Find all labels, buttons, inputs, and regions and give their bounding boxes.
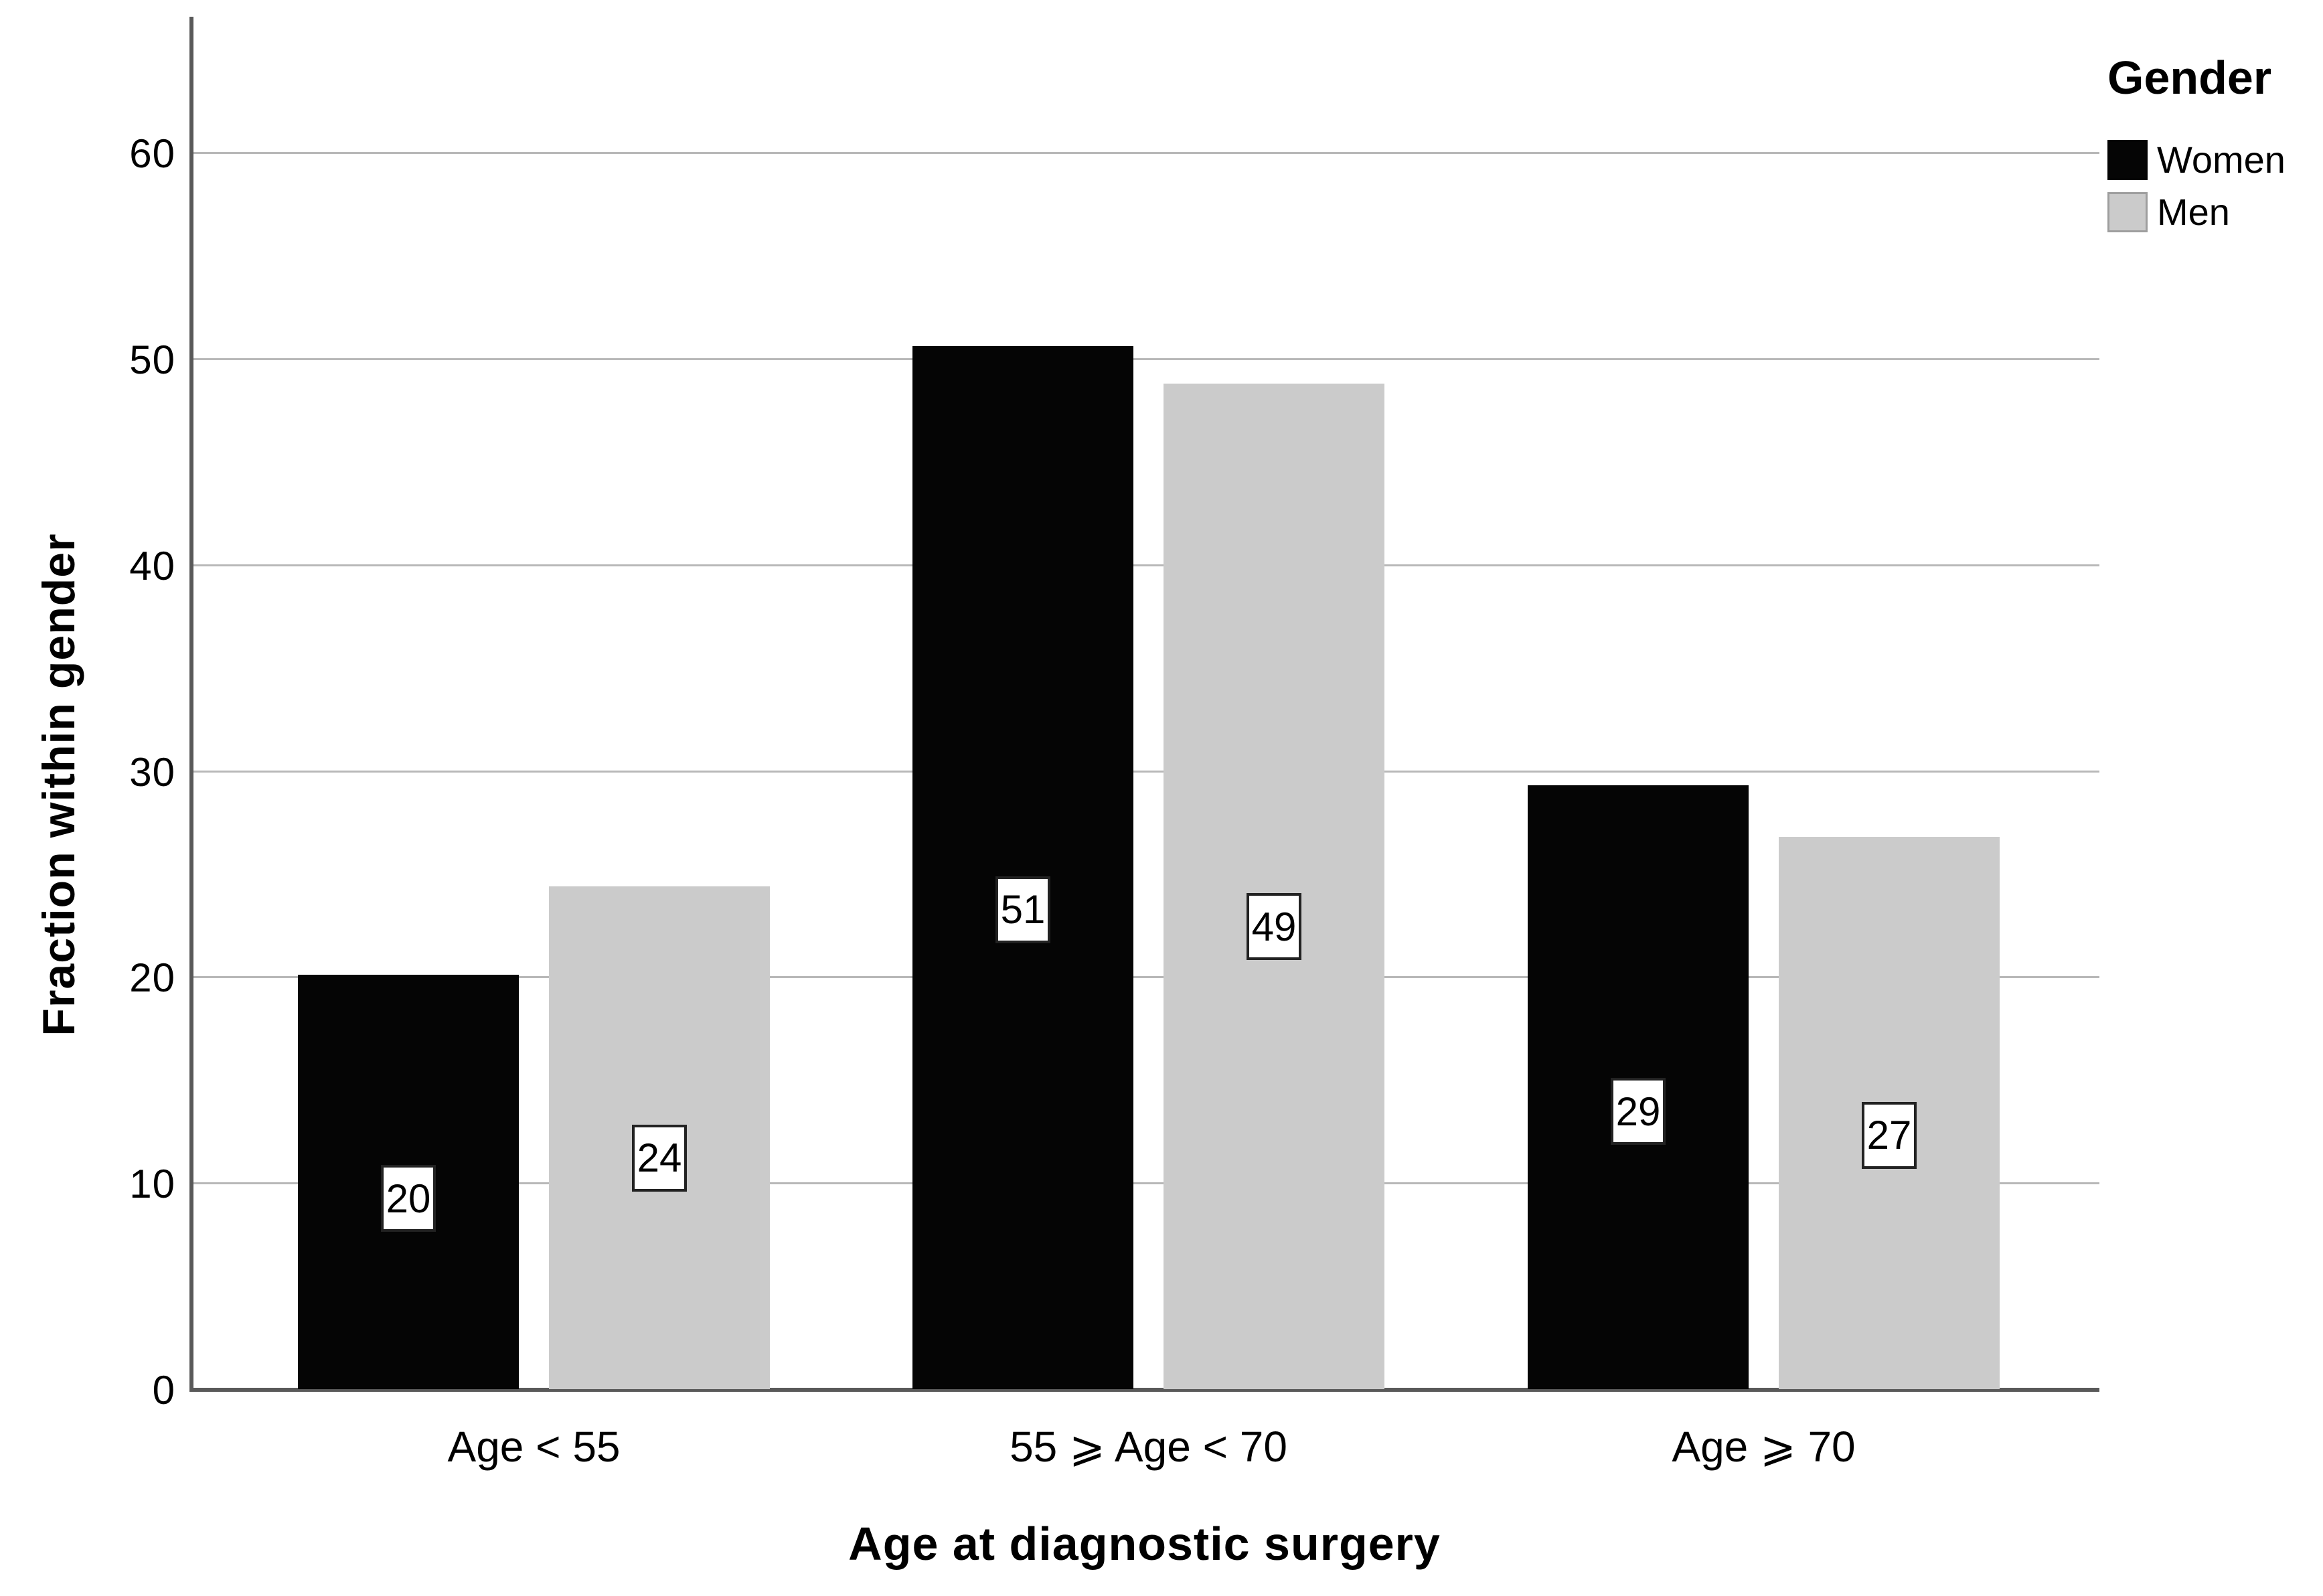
gridline-30 (193, 770, 2099, 773)
legend-item-women: Women (2107, 139, 2286, 181)
y-tick-label-20: 20 (129, 955, 175, 1001)
bar-value-label-women-1: 20 (381, 1165, 436, 1232)
y-tick-label-10: 10 (129, 1162, 175, 1207)
gridline-60 (193, 152, 2099, 155)
x-axis-title: Age at diagnostic surgery (848, 1518, 1441, 1570)
x-category-label-1: Age < 55 (447, 1423, 621, 1471)
legend-swatch-men (2107, 192, 2148, 232)
gridline-40 (193, 564, 2099, 566)
y-tick-label-40: 40 (129, 543, 175, 588)
bar-women-2 (912, 346, 1133, 1389)
bar-men-2 (1164, 383, 1384, 1389)
gridline-20 (193, 976, 2099, 979)
y-axis-line (189, 17, 193, 1391)
gridline-10 (193, 1182, 2099, 1185)
legend-swatch-women (2107, 140, 2148, 180)
legend-items: Women Men (2107, 139, 2286, 233)
legend-item-men: Men (2107, 191, 2286, 233)
legend-title: Gender (2107, 52, 2272, 104)
x-category-label-2: 55 ⩾ Age < 70 (1010, 1423, 1287, 1471)
x-category-label-3: Age ⩾ 70 (1672, 1423, 1856, 1471)
y-tick-label-60: 60 (129, 131, 175, 177)
legend-item-label: Men (2157, 191, 2230, 233)
legend: Gender Women Men (2107, 51, 2286, 244)
bar-value-label-men-3: 27 (1862, 1101, 1917, 1169)
y-tick-label-30: 30 (129, 749, 175, 795)
legend-item-label: Women (2157, 139, 2286, 181)
gridline-50 (193, 357, 2099, 360)
y-tick-label-0: 0 (152, 1368, 175, 1413)
bar-value-label-men-2: 49 (1247, 893, 1301, 961)
x-axis-line (189, 1388, 2099, 1392)
bar-value-label-men-1: 24 (632, 1124, 687, 1192)
bar-value-label-women-2: 51 (995, 876, 1050, 943)
bar-value-label-women-3: 29 (1611, 1078, 1666, 1145)
y-tick-label-50: 50 (129, 337, 175, 382)
